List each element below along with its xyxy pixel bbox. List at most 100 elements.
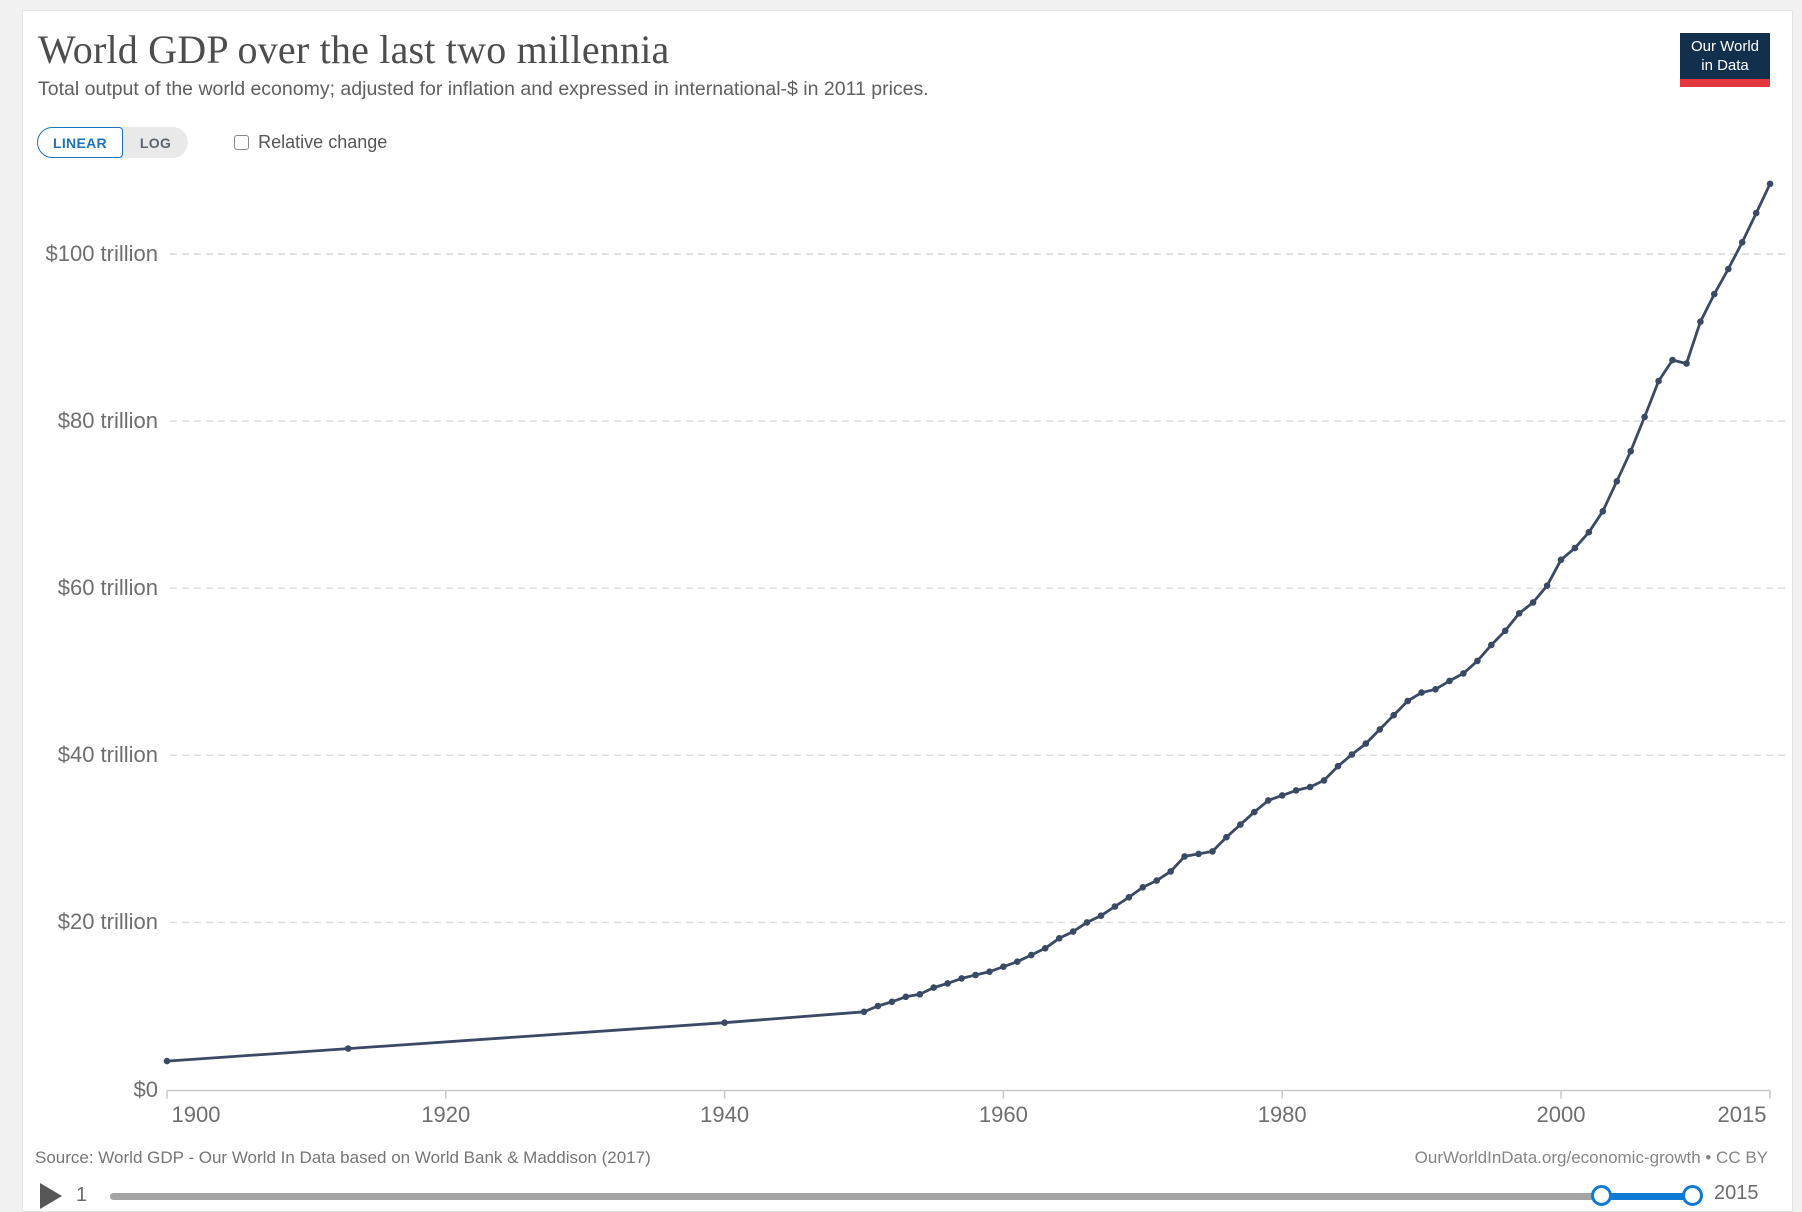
data-point[interactable] bbox=[1515, 610, 1523, 617]
data-point[interactable] bbox=[1041, 945, 1049, 952]
data-point[interactable] bbox=[1181, 853, 1188, 860]
x-tick-label: 2000 bbox=[1536, 1102, 1586, 1127]
data-point[interactable] bbox=[860, 1008, 868, 1016]
data-point[interactable] bbox=[1348, 751, 1356, 758]
timeline-selected-range[interactable] bbox=[1601, 1193, 1692, 1200]
data-point[interactable] bbox=[344, 1045, 352, 1052]
y-tick-label: $80 trillion bbox=[57, 408, 158, 434]
data-point[interactable] bbox=[1028, 951, 1035, 959]
data-point[interactable] bbox=[958, 975, 965, 982]
owid-logo[interactable]: Our World in Data bbox=[1680, 33, 1770, 87]
x-tick-label: 2015 bbox=[1717, 1102, 1767, 1127]
relative-change-checkbox[interactable] bbox=[234, 135, 250, 150]
data-point[interactable] bbox=[1474, 657, 1481, 665]
data-point[interactable] bbox=[1432, 686, 1439, 693]
data-point[interactable] bbox=[1669, 356, 1676, 364]
data-point[interactable] bbox=[1418, 689, 1425, 696]
data-point[interactable] bbox=[1613, 478, 1621, 485]
data-point[interactable] bbox=[1655, 377, 1662, 385]
data-point[interactable] bbox=[163, 1057, 171, 1065]
data-point[interactable] bbox=[1404, 697, 1411, 705]
data-point[interactable] bbox=[1501, 627, 1509, 635]
owid-logo-line1: Our World bbox=[1690, 38, 1760, 55]
timeline-start-handle[interactable] bbox=[1591, 1185, 1613, 1206]
data-point[interactable] bbox=[1362, 740, 1370, 747]
data-point[interactable] bbox=[1014, 958, 1021, 965]
data-point[interactable] bbox=[1125, 894, 1133, 901]
owid-logo-line2: in Data bbox=[1701, 57, 1749, 74]
data-point[interactable] bbox=[1557, 556, 1565, 564]
data-point[interactable] bbox=[1460, 670, 1467, 677]
data-point[interactable] bbox=[1585, 528, 1593, 536]
data-point[interactable] bbox=[888, 998, 896, 1006]
data-point[interactable] bbox=[1599, 508, 1607, 515]
data-point[interactable] bbox=[1139, 884, 1147, 891]
page-title: World GDP over the last two millennia bbox=[38, 27, 670, 72]
data-point[interactable] bbox=[1627, 447, 1634, 455]
data-point[interactable] bbox=[1251, 808, 1258, 816]
timeline-track[interactable] bbox=[110, 1193, 1692, 1200]
data-point[interactable] bbox=[1167, 868, 1174, 875]
data-point[interactable] bbox=[1097, 912, 1105, 919]
data-point[interactable] bbox=[1000, 963, 1007, 970]
data-point[interactable] bbox=[1265, 797, 1272, 804]
data-point[interactable] bbox=[1320, 777, 1328, 784]
data-point[interactable] bbox=[1390, 711, 1397, 719]
data-point[interactable] bbox=[1752, 209, 1760, 217]
data-point[interactable] bbox=[1306, 783, 1314, 791]
y-tick-label: $60 trillion bbox=[57, 575, 158, 601]
y-tick-label: $0 bbox=[133, 1076, 158, 1102]
data-point[interactable] bbox=[1153, 877, 1160, 884]
data-point[interactable] bbox=[1697, 318, 1704, 326]
data-point[interactable] bbox=[986, 968, 993, 975]
relative-change-label: Relative change bbox=[258, 132, 388, 152]
y-tick-label: $20 trillion bbox=[57, 909, 158, 935]
play-button[interactable] bbox=[40, 1183, 62, 1209]
data-point[interactable] bbox=[972, 971, 979, 979]
data-point[interactable] bbox=[916, 991, 924, 998]
timeline-end-label: 2015 bbox=[1714, 1182, 1759, 1204]
data-point[interactable] bbox=[1237, 821, 1244, 828]
data-point[interactable] bbox=[1111, 903, 1119, 910]
x-tick-label: 1940 bbox=[700, 1102, 750, 1127]
data-point[interactable] bbox=[1055, 935, 1063, 942]
x-tick-label: 1960 bbox=[978, 1102, 1028, 1127]
data-point[interactable] bbox=[1376, 726, 1384, 733]
data-point[interactable] bbox=[1195, 850, 1202, 858]
data-point[interactable] bbox=[944, 980, 951, 987]
data-point[interactable] bbox=[1683, 360, 1690, 367]
data-point[interactable] bbox=[874, 1002, 882, 1010]
data-point[interactable] bbox=[1069, 928, 1077, 935]
data-point[interactable] bbox=[1292, 787, 1300, 794]
relative-change-control[interactable]: Relative change bbox=[234, 132, 387, 153]
linear-scale-button[interactable]: LINEAR bbox=[37, 127, 123, 158]
data-point[interactable] bbox=[1083, 919, 1091, 926]
cc-by-link[interactable]: OurWorldInData.org/economic-growth • CC … bbox=[1414, 1148, 1768, 1167]
data-point[interactable] bbox=[1278, 792, 1286, 799]
data-point[interactable] bbox=[721, 1019, 728, 1026]
data-point[interactable] bbox=[1543, 582, 1551, 589]
timeline-end-handle[interactable] bbox=[1681, 1185, 1703, 1206]
timeline-start-label: 1 bbox=[76, 1184, 88, 1206]
data-point[interactable] bbox=[1529, 599, 1537, 606]
data-point[interactable] bbox=[1334, 762, 1342, 770]
data-point[interactable] bbox=[1766, 180, 1774, 188]
owid-logo-text: Our World in Data bbox=[1680, 33, 1770, 79]
data-point[interactable] bbox=[1223, 833, 1230, 841]
data-point[interactable] bbox=[1446, 677, 1453, 685]
data-point[interactable] bbox=[1725, 265, 1732, 273]
owid-logo-red-bar bbox=[1680, 79, 1770, 87]
data-point[interactable] bbox=[1571, 544, 1579, 552]
data-point[interactable] bbox=[1738, 239, 1746, 246]
data-point[interactable] bbox=[1641, 413, 1648, 421]
data-point[interactable] bbox=[902, 993, 910, 1001]
data-point[interactable] bbox=[1711, 290, 1718, 298]
log-scale-button[interactable]: LOG bbox=[139, 134, 172, 151]
data-point[interactable] bbox=[1209, 848, 1216, 855]
chart-controls: LINEAR LOG Relative change bbox=[37, 127, 387, 158]
data-point[interactable] bbox=[1488, 641, 1495, 649]
data-point[interactable] bbox=[930, 984, 937, 991]
